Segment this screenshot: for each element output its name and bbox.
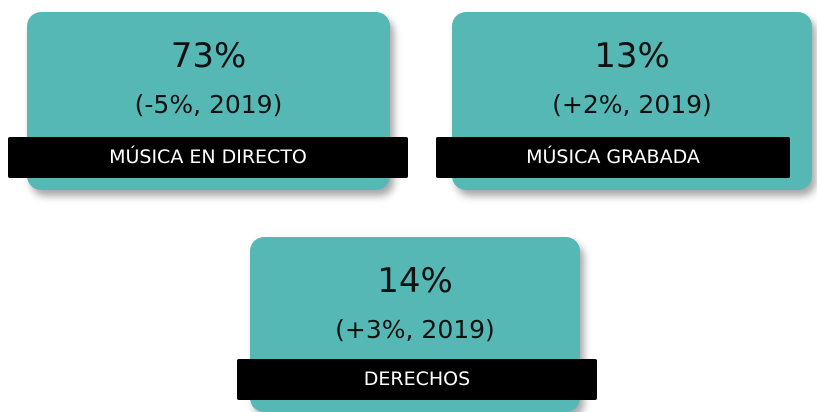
card-value: 14% bbox=[377, 261, 453, 301]
card-value: 13% bbox=[594, 36, 670, 76]
page: 73% (-5%, 2019) MÚSICA EN DIRECTO 13% (+… bbox=[8, 12, 812, 412]
card-label: DERECHOS bbox=[237, 359, 597, 400]
card-value: 73% bbox=[170, 36, 247, 76]
card-change: (+2%, 2019) bbox=[552, 90, 712, 119]
card-label: MÚSICA EN DIRECTO bbox=[8, 137, 408, 178]
card-change: (+3%, 2019) bbox=[335, 315, 495, 344]
card-change: (-5%, 2019) bbox=[134, 90, 283, 119]
card-label: MÚSICA GRABADA bbox=[436, 137, 790, 178]
